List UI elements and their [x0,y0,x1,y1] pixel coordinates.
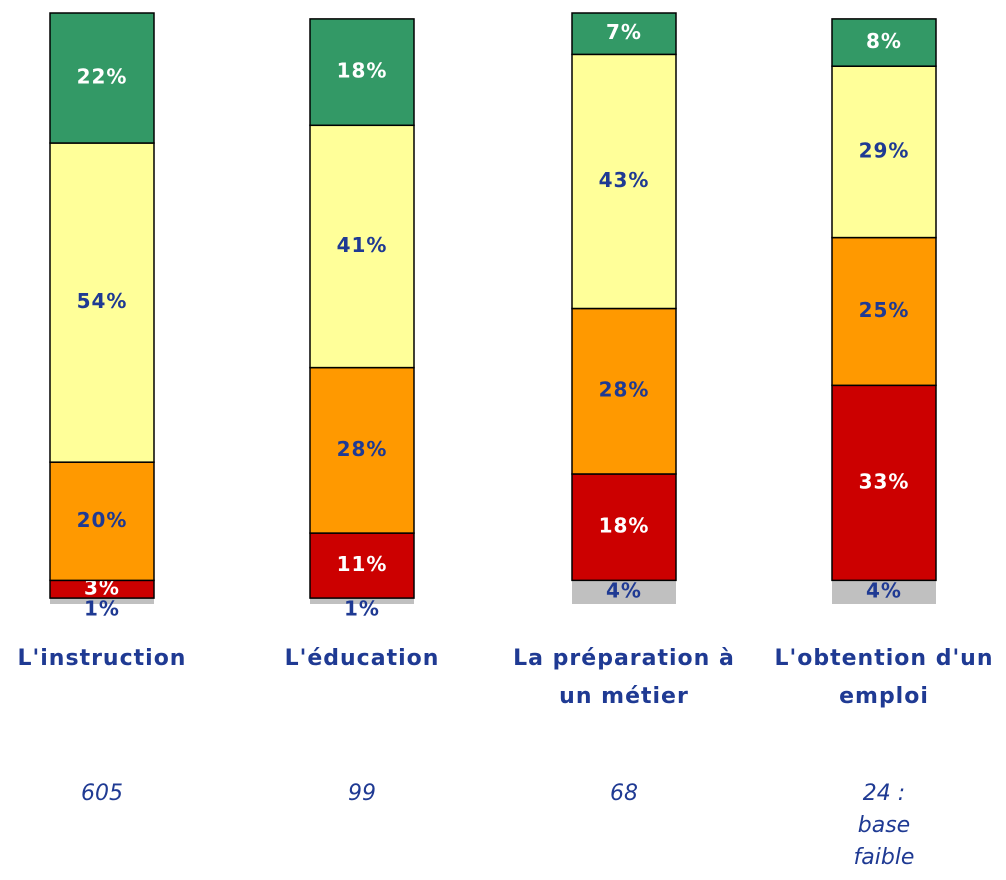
base-count: 24 : base faible [853,781,915,870]
value-label: 7% [606,20,642,44]
bar-segment [309,366,415,534]
value-label: 41% [337,233,388,257]
bar-segment [309,124,415,369]
value-label: 1% [84,597,120,621]
bar-segment [571,12,677,56]
value-label: 43% [599,168,650,192]
value-label: 22% [77,65,128,89]
base-count: 605 [81,781,123,806]
value-label: 11% [337,552,388,576]
bar-segment [832,580,936,604]
bar-segment [309,532,415,599]
bar-segment [49,12,155,144]
bar-segment [572,580,676,604]
value-label: 18% [599,514,650,538]
category-label: L'éducation [284,646,440,671]
value-label: 29% [859,138,910,162]
base-count: 99 [348,781,376,806]
value-label: 4% [606,579,642,603]
bar-segment [49,142,155,463]
value-label: 25% [859,298,910,322]
value-label: 28% [337,437,388,461]
bar-segment [571,53,677,310]
value-label: 20% [77,508,128,532]
value-label: 54% [77,289,128,313]
bar-segment [50,598,154,604]
category-label: L'obtention d'un emploi [774,646,994,709]
bar-segment [310,598,414,604]
value-label: 1% [344,597,380,621]
value-label: 33% [859,469,910,493]
bar-segment [571,473,677,582]
value-label: 4% [866,579,902,603]
value-label: 28% [599,378,650,402]
value-label: 18% [337,59,388,83]
bar-segment [831,384,937,582]
bar-segment [831,18,937,67]
bar-segment [831,236,937,387]
base-count: 68 [610,781,638,806]
category-label: La préparation à un métier [513,646,735,709]
value-label: 8% [866,29,902,53]
category-label: L'instruction [17,646,187,671]
bar-segment [309,18,415,127]
